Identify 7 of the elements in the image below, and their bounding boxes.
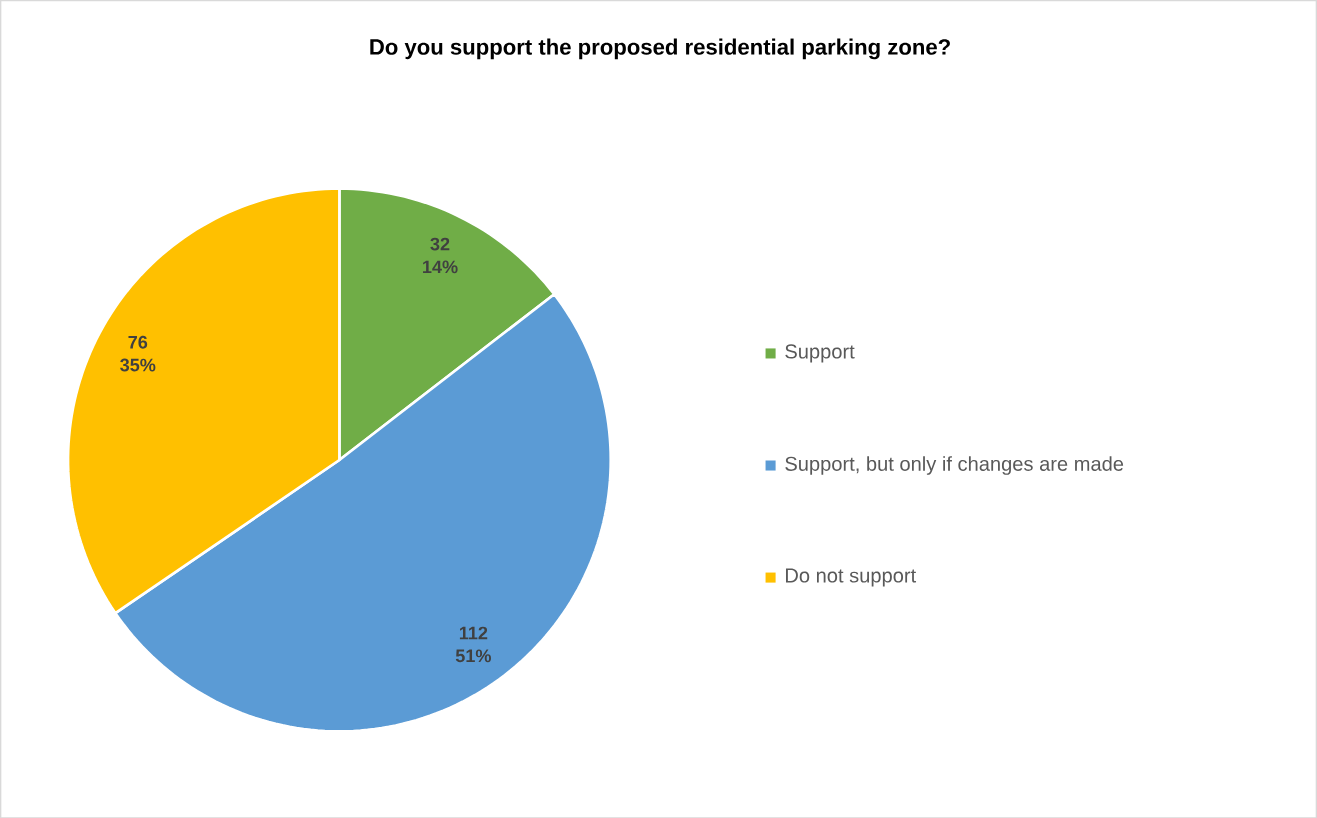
chart-title: Do you support the proposed residential parking zone?	[370, 38, 950, 60]
legend-label: Support	[785, 344, 855, 363]
data-label: 112 51%	[455, 626, 491, 662]
data-label: 76 35%	[120, 335, 156, 372]
data-label: 32 14%	[423, 237, 458, 273]
legend-label: Do not support	[786, 568, 917, 587]
legend-label: Support, but only if changes are made	[785, 455, 1124, 475]
